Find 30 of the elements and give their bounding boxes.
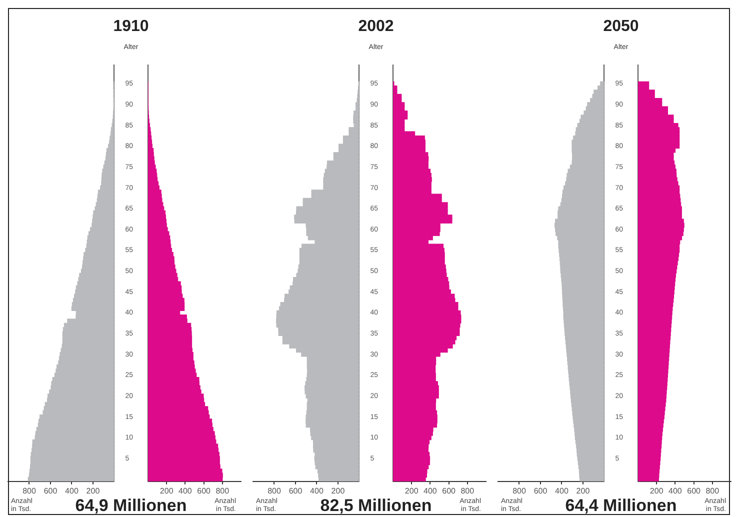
x-tick-label: 800	[22, 486, 36, 496]
x-tick-label: 200	[331, 486, 346, 496]
x-tick-label: 400	[668, 486, 682, 496]
chart-title: 2002	[357, 18, 395, 36]
x-tick-label: 800	[216, 486, 230, 496]
x-tick-label: 600	[44, 486, 58, 496]
x-tick-label: 600	[534, 486, 548, 496]
x-tick-label: 800	[706, 486, 720, 496]
chart-title: 2050	[602, 18, 640, 36]
x-tick-label: 400	[424, 486, 438, 496]
x-tick-label: 400	[178, 486, 192, 496]
x-tick-label: 600	[442, 486, 456, 496]
x-tick-label: 200	[576, 486, 590, 496]
x-tick-label: 200	[86, 486, 100, 496]
x-tick-label: 600	[687, 486, 702, 496]
x-tick-label: 400	[555, 486, 569, 496]
chart-title: 1910	[112, 18, 150, 36]
x-tick-label: 800	[460, 486, 475, 496]
x-tick-label: 200	[650, 486, 664, 496]
x-tick-label: 600	[197, 486, 212, 496]
text: 64,4 Millionen	[564, 496, 678, 516]
x-tick-label: 200	[404, 486, 419, 496]
x-tick-label: 200	[160, 486, 174, 496]
x-tick-label: 400	[310, 486, 324, 496]
text: 82,5 Millionen	[319, 496, 433, 516]
x-tick-label: 600	[288, 486, 303, 496]
x-tick-label: 800	[268, 486, 282, 496]
text: 64,9 Millionen	[74, 496, 188, 516]
x-tick-label: 800	[512, 486, 526, 496]
x-tick-label: 400	[65, 486, 79, 496]
